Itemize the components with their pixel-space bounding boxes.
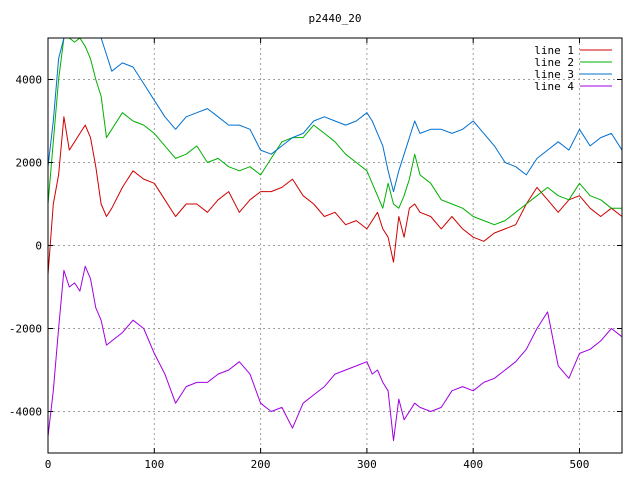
series-line-1 [48,116,622,275]
legend-label-3: line 3 [534,68,574,81]
y-tick-label: 2000 [16,157,43,170]
y-tick-label: 0 [35,240,42,253]
y-tick-label: 4000 [16,74,43,87]
legend-label-1: line 1 [534,44,574,57]
axis-ticks: 0 100 200 300 400 500 -4000 -2000 0 2000 4000 [9,38,622,471]
x-tick-label: 300 [357,458,377,471]
series-group [48,38,622,442]
series-line-2 [48,38,622,226]
legend-label-4: line 4 [534,80,574,93]
x-tick-label: 100 [144,458,164,471]
chart-title: p2440_20 [309,12,362,25]
x-tick-label: 500 [570,458,590,471]
grid [48,38,622,453]
legend-label-2: line 2 [534,56,574,69]
y-tick-label: -2000 [9,323,42,336]
series-line-3 [48,38,622,193]
y-tick-label: -4000 [9,406,42,419]
x-tick-label: 200 [251,458,271,471]
series-line-4 [48,265,622,442]
x-tick-label: 0 [45,458,52,471]
x-tick-label: 400 [463,458,483,471]
